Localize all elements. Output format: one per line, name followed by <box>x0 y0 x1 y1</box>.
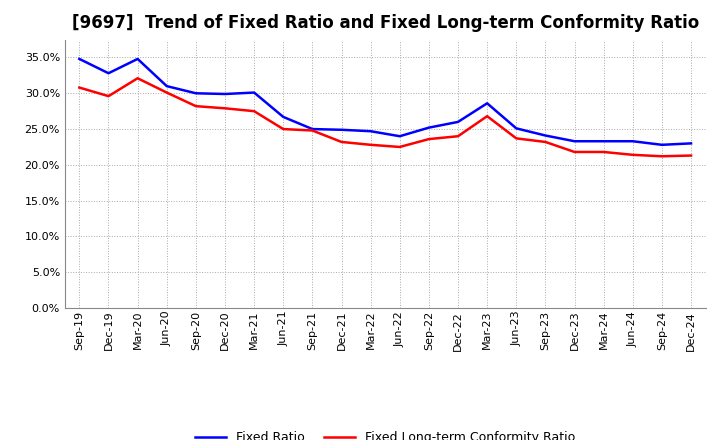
Fixed Ratio <box>512 126 521 131</box>
Fixed Ratio <box>541 133 550 138</box>
Fixed Ratio <box>570 139 579 144</box>
Fixed Long-term Conformity Ratio <box>599 149 608 154</box>
Fixed Long-term Conformity Ratio <box>104 94 113 99</box>
Line: Fixed Long-term Conformity Ratio: Fixed Long-term Conformity Ratio <box>79 78 691 156</box>
Fixed Ratio <box>220 92 229 97</box>
Fixed Long-term Conformity Ratio <box>395 144 404 150</box>
Fixed Long-term Conformity Ratio <box>337 139 346 145</box>
Fixed Long-term Conformity Ratio <box>657 154 666 159</box>
Fixed Long-term Conformity Ratio <box>279 126 287 132</box>
Fixed Ratio <box>337 127 346 132</box>
Fixed Long-term Conformity Ratio <box>163 90 171 95</box>
Fixed Ratio <box>687 141 696 146</box>
Fixed Ratio <box>250 90 258 95</box>
Fixed Ratio <box>192 91 200 96</box>
Fixed Long-term Conformity Ratio <box>250 109 258 114</box>
Fixed Long-term Conformity Ratio <box>541 139 550 145</box>
Fixed Long-term Conformity Ratio <box>687 153 696 158</box>
Fixed Ratio <box>599 139 608 144</box>
Legend: Fixed Ratio, Fixed Long-term Conformity Ratio: Fixed Ratio, Fixed Long-term Conformity … <box>190 426 580 440</box>
Fixed Long-term Conformity Ratio <box>629 152 637 158</box>
Fixed Long-term Conformity Ratio <box>454 134 462 139</box>
Fixed Ratio <box>308 126 317 132</box>
Fixed Ratio <box>133 56 142 62</box>
Fixed Ratio <box>483 101 492 106</box>
Fixed Ratio <box>454 119 462 125</box>
Fixed Ratio <box>425 125 433 130</box>
Fixed Ratio <box>104 70 113 76</box>
Fixed Long-term Conformity Ratio <box>366 142 375 147</box>
Fixed Long-term Conformity Ratio <box>133 76 142 81</box>
Title: [9697]  Trend of Fixed Ratio and Fixed Long-term Conformity Ratio: [9697] Trend of Fixed Ratio and Fixed Lo… <box>71 15 699 33</box>
Fixed Ratio <box>163 84 171 89</box>
Fixed Long-term Conformity Ratio <box>483 114 492 119</box>
Fixed Long-term Conformity Ratio <box>425 136 433 142</box>
Line: Fixed Ratio: Fixed Ratio <box>79 59 691 145</box>
Fixed Long-term Conformity Ratio <box>75 85 84 90</box>
Fixed Long-term Conformity Ratio <box>192 103 200 109</box>
Fixed Ratio <box>657 142 666 147</box>
Fixed Ratio <box>279 114 287 120</box>
Fixed Ratio <box>629 139 637 144</box>
Fixed Long-term Conformity Ratio <box>308 128 317 133</box>
Fixed Ratio <box>366 128 375 134</box>
Fixed Long-term Conformity Ratio <box>570 149 579 154</box>
Fixed Ratio <box>395 134 404 139</box>
Fixed Long-term Conformity Ratio <box>220 106 229 111</box>
Fixed Ratio <box>75 56 84 62</box>
Fixed Long-term Conformity Ratio <box>512 136 521 141</box>
